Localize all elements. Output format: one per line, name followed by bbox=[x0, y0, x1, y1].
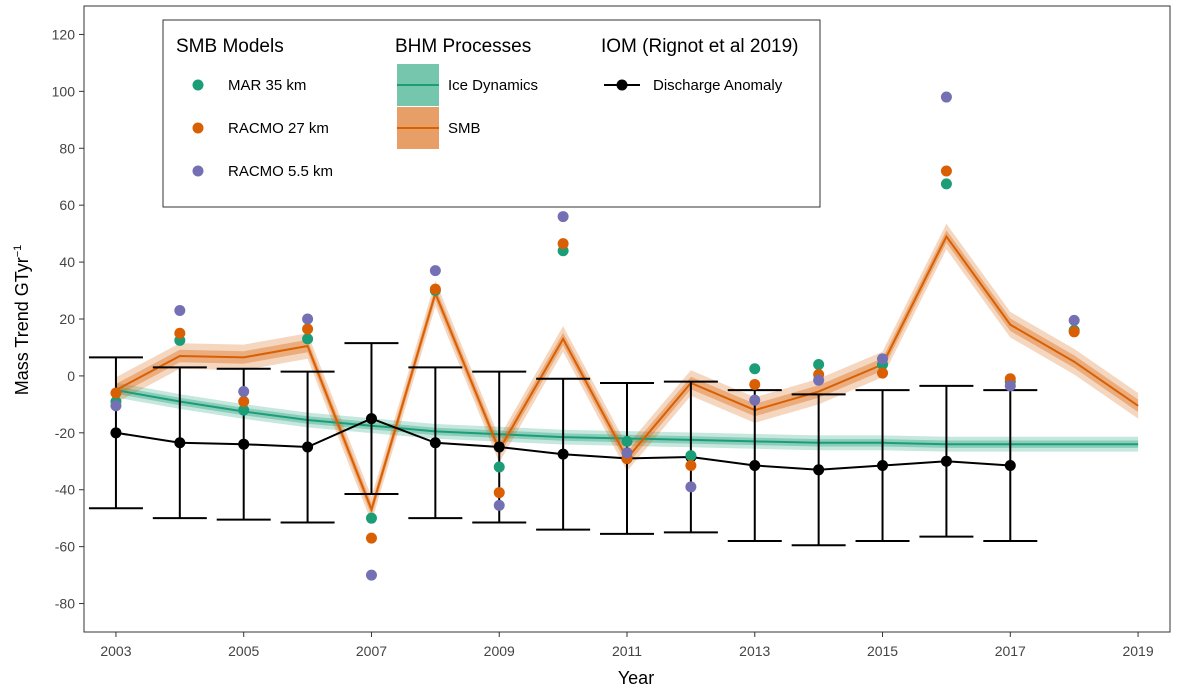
mar-35km-point bbox=[685, 450, 697, 462]
discharge-anomaly-point bbox=[749, 460, 761, 472]
discharge-anomaly-point bbox=[429, 437, 441, 449]
legend-group-title: IOM (Rignot et al 2019) bbox=[601, 36, 798, 57]
discharge-anomaly-point bbox=[365, 413, 377, 425]
mar-35km-point bbox=[621, 435, 633, 447]
y-tick-label: -40 bbox=[55, 482, 75, 498]
racmo-27km-point bbox=[429, 283, 441, 295]
discharge-anomaly-point bbox=[302, 441, 314, 453]
legend-item-label: MAR 35 km bbox=[228, 77, 306, 94]
legend-item-label: Discharge Anomaly bbox=[653, 77, 783, 94]
y-tick-label: 20 bbox=[59, 311, 75, 327]
data-points-layer bbox=[110, 91, 1080, 581]
legend-key-dot bbox=[192, 79, 204, 91]
legend-key-dot bbox=[192, 165, 204, 177]
discharge-anomaly-point bbox=[110, 427, 122, 439]
racmo-5-5km-point bbox=[557, 211, 569, 223]
y-tick-label: 60 bbox=[59, 197, 75, 213]
discharge-anomaly-point bbox=[877, 460, 889, 472]
y-tick-label: 40 bbox=[59, 254, 75, 270]
mar-35km-point bbox=[365, 512, 377, 524]
x-tick-label: 2007 bbox=[356, 643, 387, 659]
discharge-anomaly-point bbox=[813, 464, 825, 476]
x-tick-label: 2017 bbox=[995, 643, 1026, 659]
legend-group-title: BHM Processes bbox=[395, 36, 531, 57]
racmo-27km-point bbox=[493, 487, 505, 499]
racmo-5-5km-point bbox=[685, 481, 697, 493]
mar-35km-point bbox=[238, 404, 250, 416]
legend-item-label: RACMO 27 km bbox=[228, 120, 329, 137]
y-tick-label: -80 bbox=[55, 596, 75, 612]
racmo-27km-point bbox=[685, 460, 697, 472]
racmo-27km-point bbox=[1068, 326, 1080, 338]
legend-key-dot bbox=[616, 79, 628, 91]
mar-35km-point bbox=[940, 178, 952, 190]
racmo-5-5km-point bbox=[493, 499, 505, 511]
racmo-5-5km-point bbox=[749, 394, 761, 406]
racmo-5-5km-point bbox=[877, 353, 889, 365]
racmo-5-5km-point bbox=[365, 569, 377, 581]
x-axis-title: Year bbox=[618, 668, 654, 688]
racmo-5-5km-point bbox=[429, 265, 441, 277]
axis-titles-layer: Year Mass Trend GTyr−1 bbox=[12, 245, 654, 688]
y-tick-label: 0 bbox=[67, 368, 75, 384]
legend: SMB Models BHM Processes IOM (Rignot et al… bbox=[162, 19, 821, 208]
racmo-5-5km-point bbox=[621, 447, 633, 459]
x-tick-label: 2013 bbox=[739, 643, 770, 659]
y-tick-label: -20 bbox=[55, 425, 75, 441]
discharge-anomaly-point bbox=[557, 448, 569, 460]
mar-35km-point bbox=[302, 333, 314, 345]
racmo-27km-point bbox=[238, 396, 250, 408]
mar-35km-point bbox=[493, 461, 505, 473]
racmo-27km-point bbox=[110, 387, 122, 399]
racmo-27km-point bbox=[174, 327, 186, 339]
racmo-5-5km-point bbox=[1004, 380, 1016, 392]
mar-35km-point bbox=[749, 363, 761, 375]
y-tick-label: 80 bbox=[59, 140, 75, 156]
discharge-anomaly-point bbox=[493, 441, 505, 453]
y-axis-title: Mass Trend GTyr−1 bbox=[12, 245, 32, 396]
x-tick-label: 2019 bbox=[1122, 643, 1153, 659]
racmo-5-5km-point bbox=[110, 400, 122, 412]
discharge-anomaly-point bbox=[238, 438, 250, 450]
racmo-5-5km-point bbox=[940, 91, 952, 103]
y-axis-title-main: Mass Trend GTyr bbox=[12, 257, 32, 395]
x-tick-label: 2005 bbox=[228, 643, 259, 659]
racmo-27km-point bbox=[302, 323, 314, 335]
mar-35km-point bbox=[813, 359, 825, 371]
y-tick-label: -60 bbox=[55, 539, 75, 555]
racmo-27km-point bbox=[557, 238, 569, 250]
legend-key-dot bbox=[192, 122, 204, 134]
y-tick-label: 100 bbox=[52, 83, 76, 99]
racmo-5-5km-point bbox=[1068, 314, 1080, 326]
x-tick-label: 2011 bbox=[612, 643, 642, 659]
y-tick-label: 120 bbox=[52, 26, 76, 42]
legend-item-label: Ice Dynamics bbox=[448, 77, 538, 94]
legend-item-label: SMB bbox=[448, 120, 481, 137]
x-tick-label: 2003 bbox=[100, 643, 131, 659]
racmo-5-5km-point bbox=[302, 313, 314, 325]
legend-item-label: RACMO 5.5 km bbox=[228, 163, 333, 180]
x-tick-label: 2009 bbox=[484, 643, 515, 659]
racmo-27km-point bbox=[365, 532, 377, 544]
discharge-anomaly-point bbox=[1004, 460, 1016, 472]
discharge-anomaly-point bbox=[940, 455, 952, 467]
axes-layer: -80 -60 -40 -20 0 20 40 60 80 100 120 2003 2005 2007 2… bbox=[52, 5, 1171, 659]
y-axis-title-superscript: −1 bbox=[12, 245, 24, 258]
x-tick-label: 2015 bbox=[867, 643, 898, 659]
racmo-27km-point bbox=[940, 165, 952, 177]
racmo-27km-point bbox=[749, 378, 761, 390]
legend-box bbox=[162, 19, 821, 208]
discharge-anomaly-point bbox=[174, 437, 186, 449]
racmo-5-5km-point bbox=[238, 386, 250, 398]
legend-group-title: SMB Models bbox=[176, 36, 284, 57]
racmo-5-5km-point bbox=[813, 374, 825, 386]
racmo-27km-point bbox=[877, 367, 889, 379]
racmo-5-5km-point bbox=[174, 304, 186, 316]
